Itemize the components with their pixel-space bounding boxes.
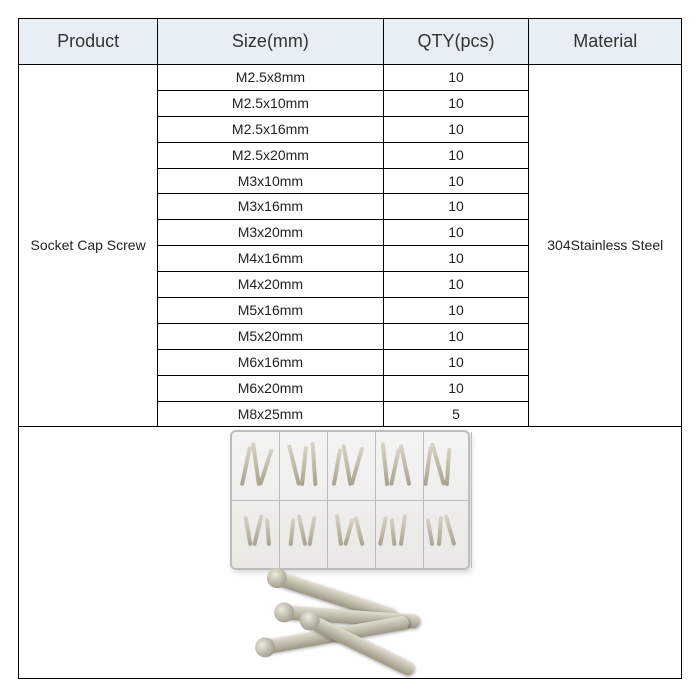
qty-cell: 10: [383, 323, 529, 349]
header-qty: QTY(pcs): [383, 19, 529, 65]
header-size: Size(mm): [158, 19, 383, 65]
product-image: [200, 430, 500, 670]
qty-cell: 10: [383, 220, 529, 246]
size-cell: M6x20mm: [158, 375, 383, 401]
size-cell: M2.5x20mm: [158, 142, 383, 168]
material-cell: 304Stainless Steel: [529, 65, 682, 427]
qty-cell: 10: [383, 116, 529, 142]
assortment-box-icon: [230, 430, 470, 570]
size-cell: M3x20mm: [158, 220, 383, 246]
size-cell: M6x16mm: [158, 349, 383, 375]
qty-cell: 10: [383, 349, 529, 375]
image-row: [19, 427, 682, 679]
size-cell: M2.5x16mm: [158, 116, 383, 142]
spec-body: Socket Cap Screw M2.5x8mm 10 304Stainles…: [19, 65, 682, 679]
qty-cell: 10: [383, 375, 529, 401]
qty-cell: 10: [383, 90, 529, 116]
size-cell: M2.5x8mm: [158, 65, 383, 91]
size-cell: M4x20mm: [158, 272, 383, 298]
size-cell: M8x25mm: [158, 401, 383, 427]
header-material: Material: [529, 19, 682, 65]
size-cell: M5x16mm: [158, 298, 383, 324]
spec-table: Product Size(mm) QTY(pcs) Material Socke…: [18, 18, 682, 679]
qty-cell: 10: [383, 194, 529, 220]
table-row: Socket Cap Screw M2.5x8mm 10 304Stainles…: [19, 65, 682, 91]
size-cell: M5x20mm: [158, 323, 383, 349]
size-cell: M4x16mm: [158, 246, 383, 272]
screws-in-box-icon: [238, 438, 462, 562]
product-cell: Socket Cap Screw: [19, 65, 158, 427]
size-cell: M2.5x10mm: [158, 90, 383, 116]
size-cell: M3x16mm: [158, 194, 383, 220]
loose-screws-icon: [260, 580, 460, 670]
qty-cell: 10: [383, 298, 529, 324]
qty-cell: 10: [383, 142, 529, 168]
header-product: Product: [19, 19, 158, 65]
qty-cell: 10: [383, 65, 529, 91]
product-image-cell: [19, 427, 682, 679]
header-row: Product Size(mm) QTY(pcs) Material: [19, 19, 682, 65]
size-cell: M3x10mm: [158, 168, 383, 194]
qty-cell: 10: [383, 246, 529, 272]
qty-cell: 10: [383, 168, 529, 194]
qty-cell: 10: [383, 272, 529, 298]
qty-cell: 5: [383, 401, 529, 427]
